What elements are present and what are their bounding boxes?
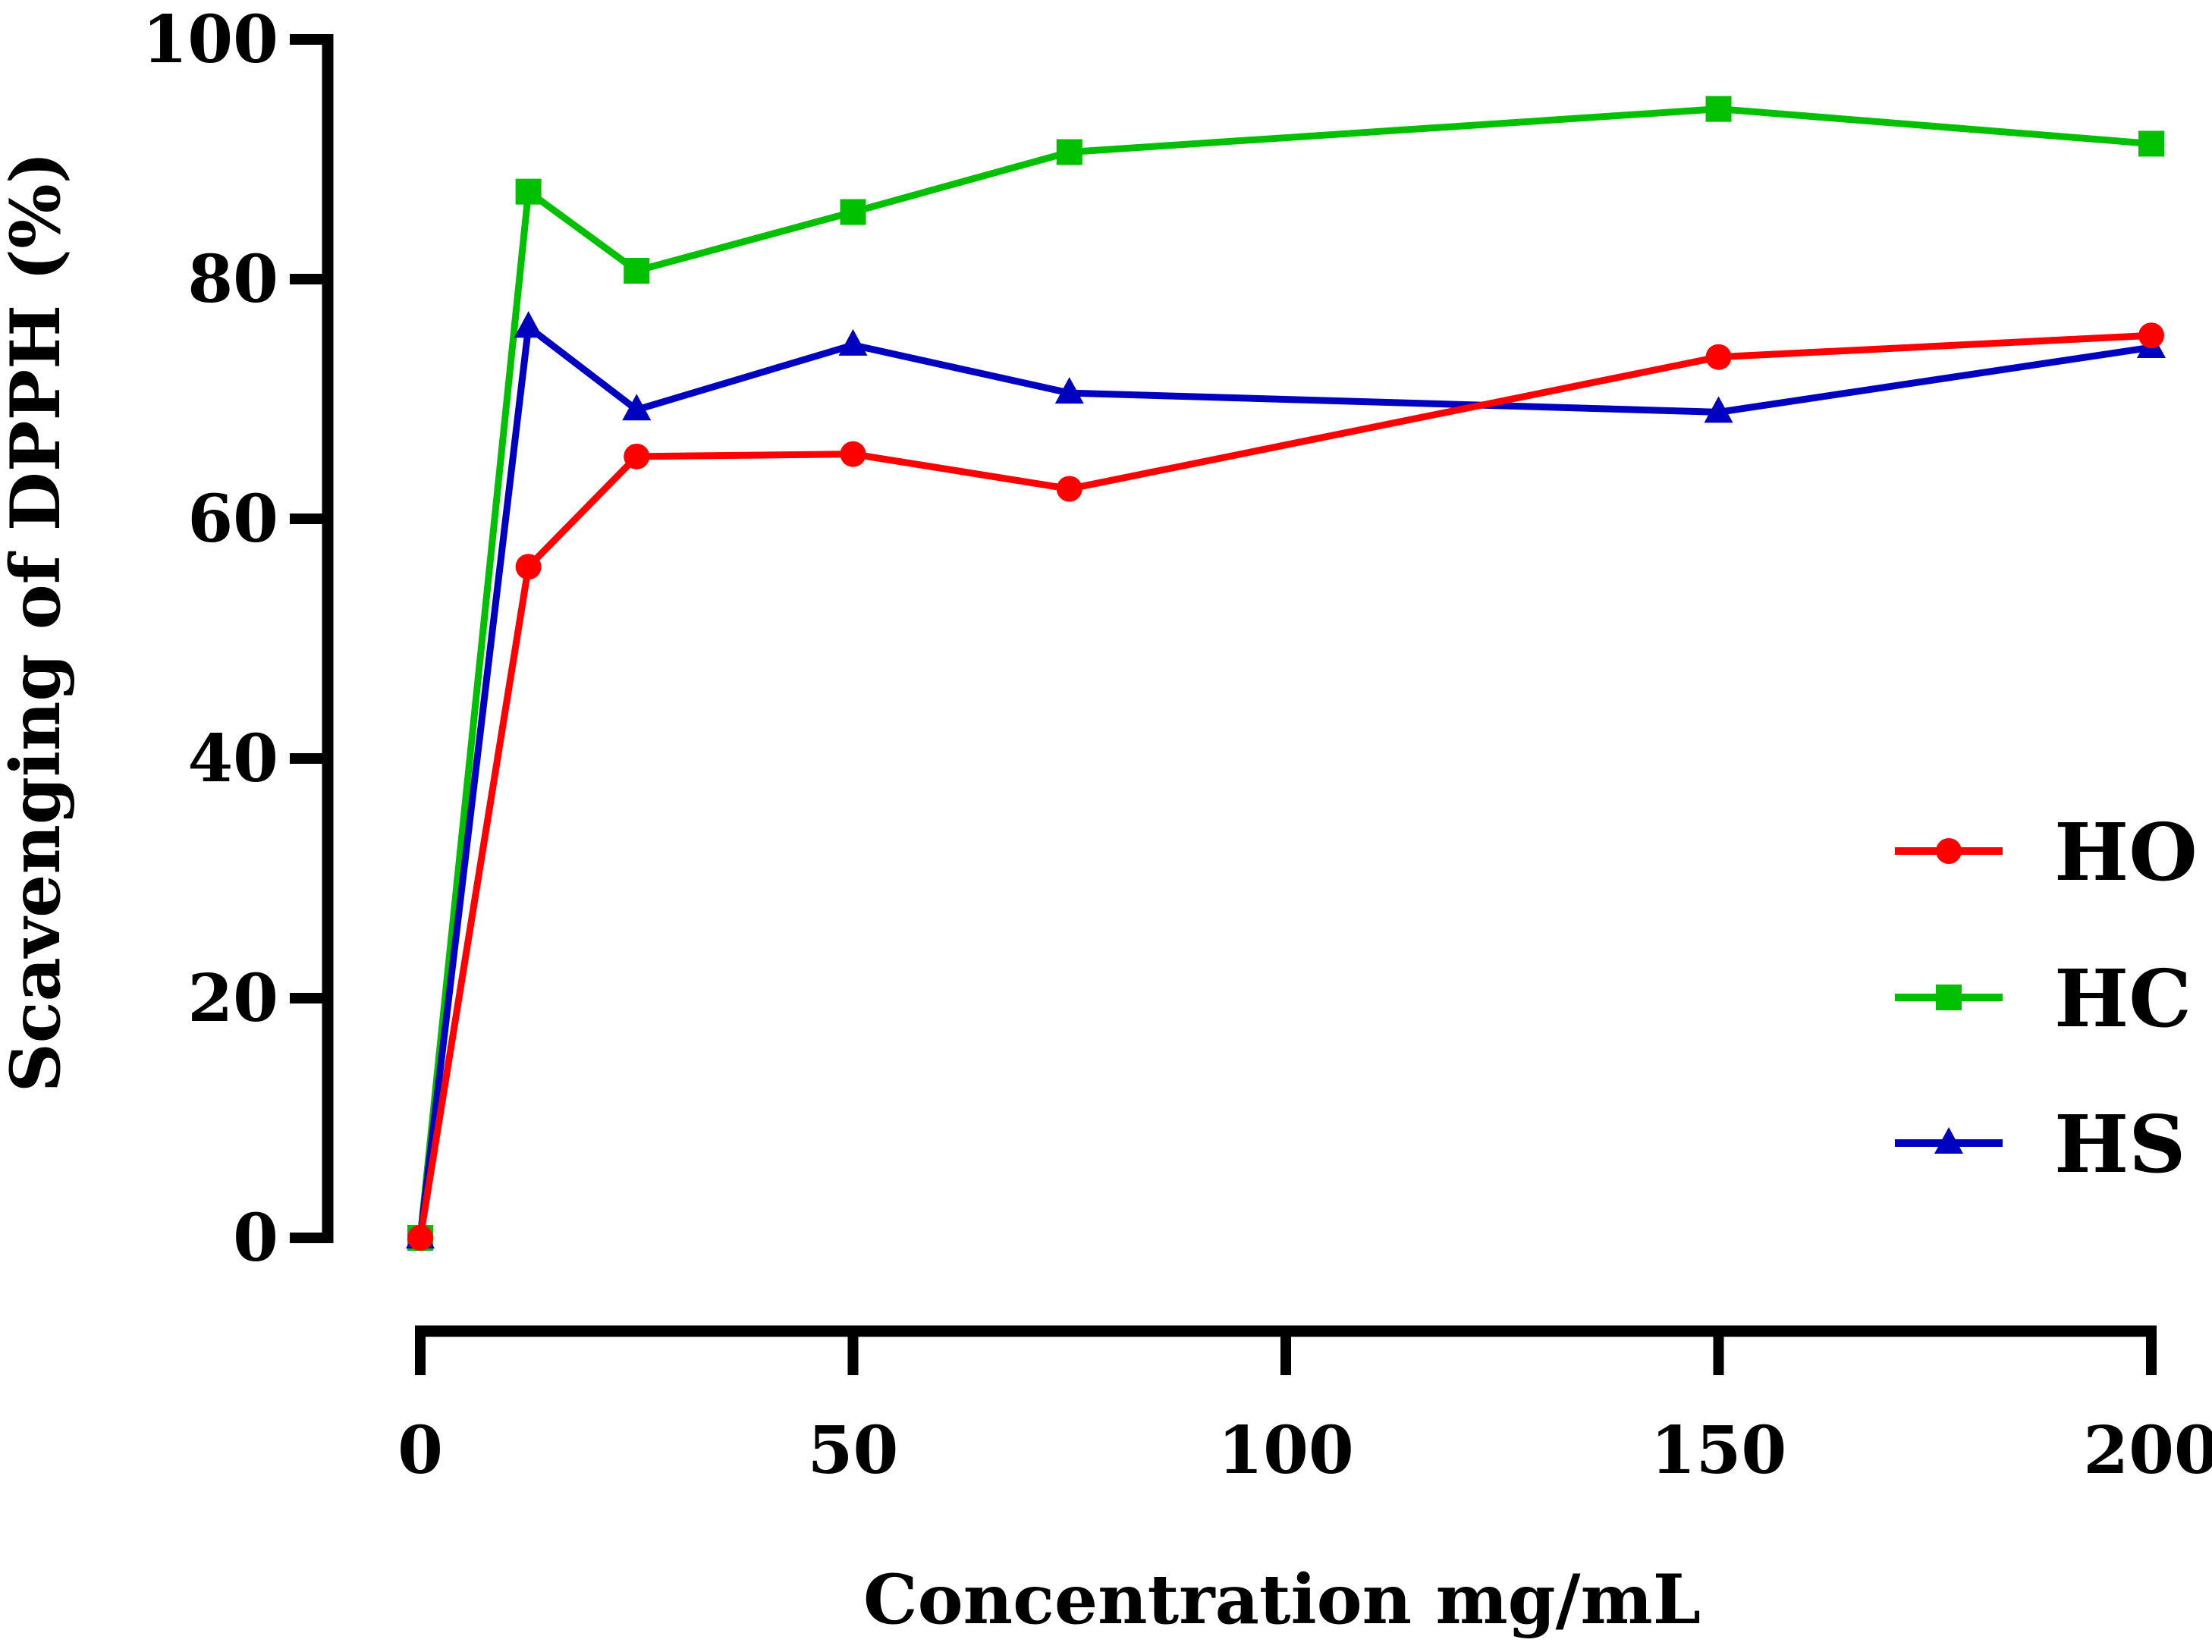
legend-label: HS <box>2054 1098 2185 1191</box>
data-point-hc <box>1056 139 1082 165</box>
x-tick-label: 0 <box>397 1412 443 1489</box>
x-tick-label: 50 <box>808 1412 899 1489</box>
series-line-ho <box>416 331 2152 1239</box>
data-point-ho <box>624 443 650 470</box>
axes: 0 20 40 60 80 100 0 50 100 150 200 <box>142 2 2212 1489</box>
legend-item-hc: HC <box>1895 952 2192 1045</box>
data-point-hc <box>1705 96 1732 122</box>
data-point-ho <box>2138 322 2164 349</box>
y-tick-label: 80 <box>187 241 278 318</box>
legend-item-ho: HO <box>1895 806 2198 899</box>
legend-marker <box>1936 985 1962 1010</box>
data-point-hs <box>838 328 868 356</box>
data-point-hc <box>515 178 542 205</box>
y-tick-label: 0 <box>233 1200 278 1277</box>
data-point-hc <box>624 257 650 284</box>
data-point-ho <box>1705 344 1732 370</box>
legend-label: HC <box>2054 952 2192 1045</box>
series-hc <box>407 96 2164 1251</box>
legend-label: HO <box>2054 806 2198 899</box>
data-point-hc <box>840 199 866 225</box>
x-axis-title: Concentration mg/mL <box>863 1559 1701 1640</box>
y-tick-label: 60 <box>187 481 278 557</box>
y-tick-label: 40 <box>187 721 278 797</box>
data-point-ho <box>407 1225 433 1251</box>
legend-item-hs: HS <box>1895 1098 2185 1191</box>
series-layer <box>406 96 2166 1251</box>
data-point-hs <box>514 311 543 338</box>
series-hs <box>406 311 2166 1248</box>
legend-marker <box>1934 1127 1963 1154</box>
data-point-hs <box>1054 377 1084 404</box>
series-ho <box>407 322 2164 1251</box>
legend: HO HC HS <box>1895 806 2198 1191</box>
x-tick-label: 200 <box>2083 1412 2212 1489</box>
data-point-hs <box>622 394 652 421</box>
series-line-hs <box>416 323 2152 1239</box>
series-line-hc <box>416 105 2152 1239</box>
x-tick-label: 100 <box>1218 1412 1354 1489</box>
data-point-ho <box>1056 476 1082 502</box>
y-tick-label: 20 <box>187 960 278 1037</box>
data-point-hs <box>1704 396 1733 423</box>
y-tick-label: 100 <box>142 2 278 78</box>
data-point-ho <box>515 554 542 580</box>
y-axis-title: Scavenging of DPPH (%) <box>0 152 76 1092</box>
x-tick-label: 150 <box>1651 1412 1787 1489</box>
data-point-ho <box>840 441 866 467</box>
legend-marker <box>1936 838 1962 864</box>
data-point-hc <box>2138 130 2164 157</box>
